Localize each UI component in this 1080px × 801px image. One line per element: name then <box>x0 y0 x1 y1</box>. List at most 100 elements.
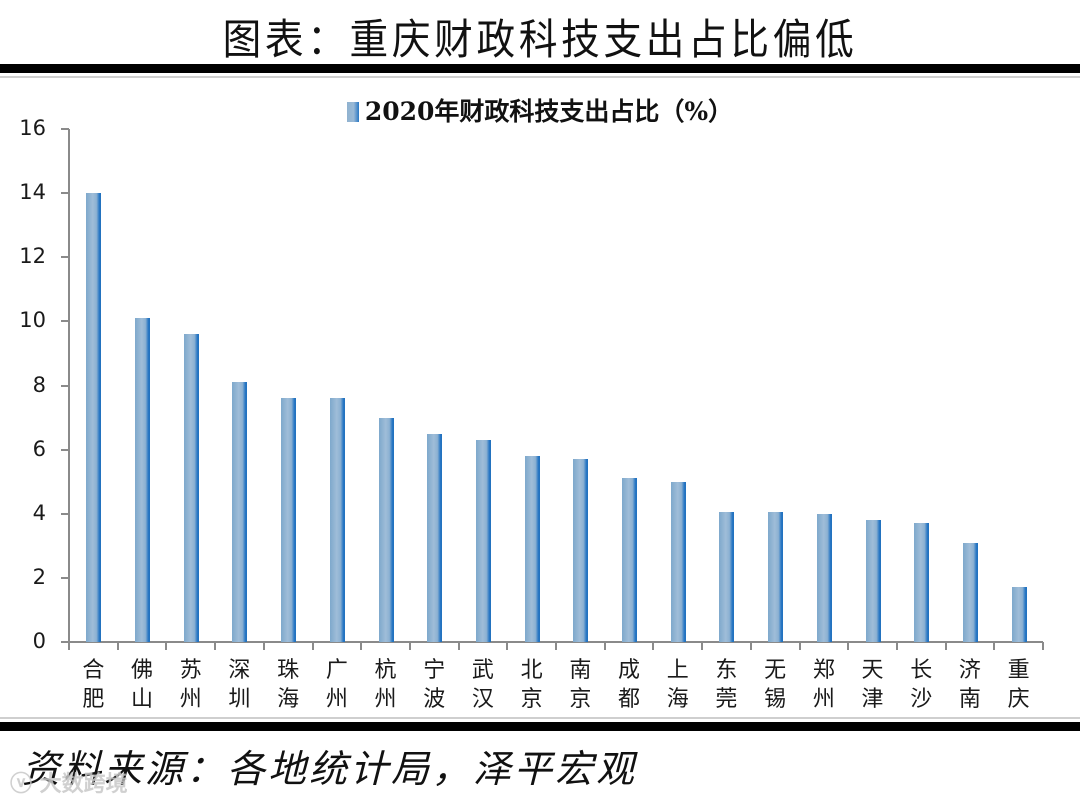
x-category-label-line: 苏 <box>179 658 202 683</box>
x-category-label-line: 海 <box>666 687 689 712</box>
x-category-label: 苏州 <box>171 656 211 714</box>
x-category-label: 深圳 <box>219 656 259 714</box>
x-tick <box>165 642 168 650</box>
y-tick-label: 10 <box>19 308 46 333</box>
x-category-label: 天津 <box>853 656 893 714</box>
x-tick <box>944 642 947 650</box>
x-tick <box>798 642 801 650</box>
y-tick <box>61 512 69 515</box>
chart-legend: 2020年财政科技支出占比（%） <box>0 92 1080 128</box>
bar-东莞 <box>719 512 735 642</box>
x-tick <box>652 642 655 650</box>
bar-济南 <box>962 542 978 642</box>
y-tick <box>61 320 69 323</box>
x-tick <box>262 642 265 650</box>
x-category-label-line: 佛 <box>131 658 154 683</box>
bar-成都 <box>622 478 638 642</box>
x-tick <box>895 642 898 650</box>
x-category-label-line: 莞 <box>715 687 738 712</box>
y-tick <box>61 384 69 387</box>
x-tick <box>847 642 850 650</box>
footer-divider <box>0 722 1080 731</box>
x-category-label-line: 圳 <box>228 687 251 712</box>
bar-杭州 <box>378 417 394 642</box>
x-category-label-line: 上 <box>666 658 689 683</box>
bar-南京 <box>573 459 589 642</box>
bar-天津 <box>865 520 881 642</box>
x-category-label-line: 天 <box>861 658 884 683</box>
x-tick <box>555 642 557 650</box>
y-tick-label: 16 <box>19 116 46 140</box>
x-category-label-line: 东 <box>715 658 738 683</box>
x-category-label: 南京 <box>560 656 600 714</box>
x-category-label: 宁波 <box>414 656 454 714</box>
x-category-label-line: 都 <box>618 687 641 712</box>
x-tick <box>993 642 996 650</box>
bar-郑州 <box>816 513 832 642</box>
x-category-label-line: 庆 <box>1007 687 1030 712</box>
x-tick <box>749 642 752 650</box>
bar-合肥 <box>86 193 102 642</box>
x-category-label-line: 无 <box>764 658 787 683</box>
page-title: 图表：重庆财政科技支出占比偏低 <box>222 15 858 64</box>
y-tick <box>61 576 69 579</box>
bar-苏州 <box>183 334 199 642</box>
x-category-label: 长沙 <box>901 656 941 714</box>
x-tick <box>214 642 217 650</box>
y-tick-label: 8 <box>32 372 46 397</box>
x-category-label-line: 津 <box>861 687 884 712</box>
x-category-label-line: 锡 <box>764 687 787 712</box>
x-category-label-line: 山 <box>131 687 154 712</box>
y-tick-label: 2 <box>32 564 46 589</box>
x-category-label: 佛山 <box>122 656 162 714</box>
x-category-label-line: 海 <box>277 687 300 712</box>
y-tick <box>61 256 69 259</box>
y-tick-label: 0 <box>32 629 46 653</box>
x-category-label-line: 州 <box>374 687 397 712</box>
y-tick-label: 12 <box>19 244 46 269</box>
bar-上海 <box>670 481 686 642</box>
bar-广州 <box>329 398 345 642</box>
x-category-label-line: 郑 <box>812 658 835 683</box>
x-category-label-line: 深 <box>228 658 251 683</box>
bar-重庆 <box>1011 587 1027 642</box>
x-category-label: 广州 <box>317 656 357 714</box>
x-category-label: 杭州 <box>366 656 406 714</box>
x-category-label: 重庆 <box>999 656 1039 714</box>
bar-长沙 <box>914 523 930 642</box>
x-tick <box>603 642 606 650</box>
x-category-label-line: 京 <box>520 687 543 712</box>
x-category-label-line: 南 <box>958 687 981 712</box>
x-category-label-line: 广 <box>325 658 348 683</box>
bar-深圳 <box>232 382 248 642</box>
x-category-label: 郑州 <box>804 656 844 714</box>
source-note: 资料来源：各地统计局，泽平宏观 <box>22 747 638 791</box>
x-category-label-line: 济 <box>958 658 981 683</box>
x-tick <box>68 642 70 650</box>
x-category-label-line: 州 <box>325 687 348 712</box>
x-category-label: 无锡 <box>755 656 795 714</box>
x-tick <box>457 642 460 650</box>
x-tick <box>311 642 314 650</box>
x-category-label: 珠海 <box>268 656 308 714</box>
x-category-label-line: 肥 <box>82 687 105 712</box>
x-tick <box>408 642 411 650</box>
y-tick <box>61 128 69 130</box>
footer-divider-thin <box>0 717 1080 719</box>
x-category-label-line: 北 <box>520 658 543 683</box>
y-tick-label: 4 <box>32 500 46 525</box>
y-tick <box>61 192 69 195</box>
legend-swatch-icon <box>346 102 359 122</box>
bar-无锡 <box>768 512 784 642</box>
bar-珠海 <box>281 398 297 642</box>
y-tick <box>61 641 69 643</box>
y-tick-label: 14 <box>19 180 46 205</box>
bar-宁波 <box>427 433 443 642</box>
x-category-label-line: 珠 <box>277 658 300 683</box>
x-category-label-line: 汉 <box>471 687 494 712</box>
x-category-label-line: 长 <box>910 658 933 683</box>
x-category-label-line: 重 <box>1007 658 1030 683</box>
x-category-label-line: 京 <box>569 687 592 712</box>
x-category-label-line: 合 <box>82 658 105 683</box>
y-tick-label: 6 <box>32 436 46 461</box>
